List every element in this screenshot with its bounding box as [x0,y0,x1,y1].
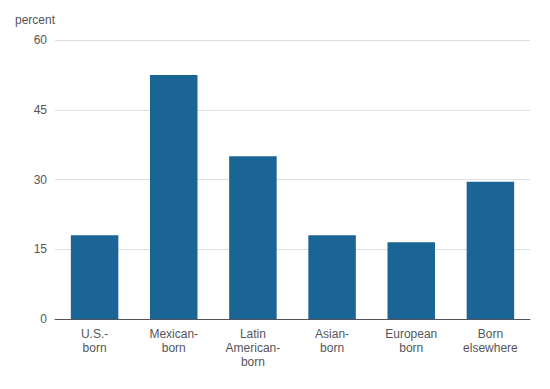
svg-text:15: 15 [34,242,48,256]
svg-text:elsewhere: elsewhere [463,341,518,355]
svg-text:U.S.-: U.S.- [81,327,108,341]
svg-text:45: 45 [34,103,48,117]
svg-text:born: born [83,341,107,355]
svg-text:60: 60 [34,33,48,47]
svg-text:Asian-: Asian- [315,327,349,341]
svg-text:Born: Born [478,327,503,341]
svg-text:born: born [241,355,265,369]
svg-text:American-: American- [226,341,281,355]
svg-text:0: 0 [40,312,47,326]
svg-text:born: born [162,341,186,355]
svg-text:born: born [399,341,423,355]
svg-text:Latin: Latin [240,327,266,341]
svg-text:Mexican-: Mexican- [149,327,198,341]
svg-text:percent: percent [15,13,56,27]
svg-text:born: born [320,341,344,355]
svg-text:30: 30 [34,173,48,187]
svg-text:European: European [385,327,437,341]
